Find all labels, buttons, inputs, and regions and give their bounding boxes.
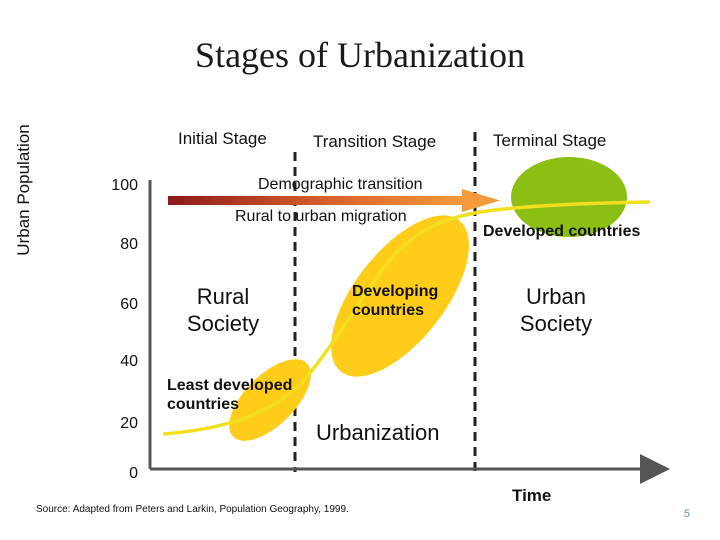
demographic-arrow-head bbox=[462, 189, 500, 212]
stage-label-terminal: Terminal Stage bbox=[493, 131, 607, 150]
stage-label-transition: Transition Stage bbox=[313, 132, 437, 151]
urbanization-label: Urbanization bbox=[316, 420, 440, 445]
urban-society-label: Urban Society bbox=[519, 284, 593, 336]
urbanization-curve bbox=[162, 200, 651, 436]
demographic-transition-label: Demographic transition bbox=[258, 176, 423, 193]
slide-title: Stages of Urbanization bbox=[195, 35, 525, 75]
rural-urban-migration-label: Rural to urban migration bbox=[235, 208, 407, 225]
y-tick-60: 60 bbox=[120, 296, 138, 313]
y-tick-100: 100 bbox=[111, 177, 138, 194]
least-developed-label: Least developed countries bbox=[167, 377, 293, 413]
developed-countries-blob bbox=[511, 157, 627, 237]
least-developed-blob bbox=[229, 359, 311, 441]
demographic-arrow-body bbox=[168, 196, 464, 205]
page-number: 5 bbox=[683, 508, 690, 520]
y-tick-80: 80 bbox=[120, 236, 138, 253]
developing-countries-label: Developing countries bbox=[352, 283, 439, 319]
y-axis-label: Urban Population bbox=[14, 124, 33, 256]
y-tick-20: 20 bbox=[120, 415, 138, 432]
y-tick-40: 40 bbox=[120, 353, 138, 370]
y-tick-0: 0 bbox=[129, 465, 138, 482]
x-axis-label: Time bbox=[512, 486, 552, 505]
developing-countries-blob bbox=[331, 215, 469, 377]
stage-label-initial: Initial Stage bbox=[178, 129, 267, 148]
source-note: Source: Adapted from Peters and Larkin, … bbox=[36, 504, 349, 515]
developed-countries-label: Developed countries bbox=[483, 223, 641, 240]
rural-society-label: Rural Society bbox=[186, 284, 260, 336]
